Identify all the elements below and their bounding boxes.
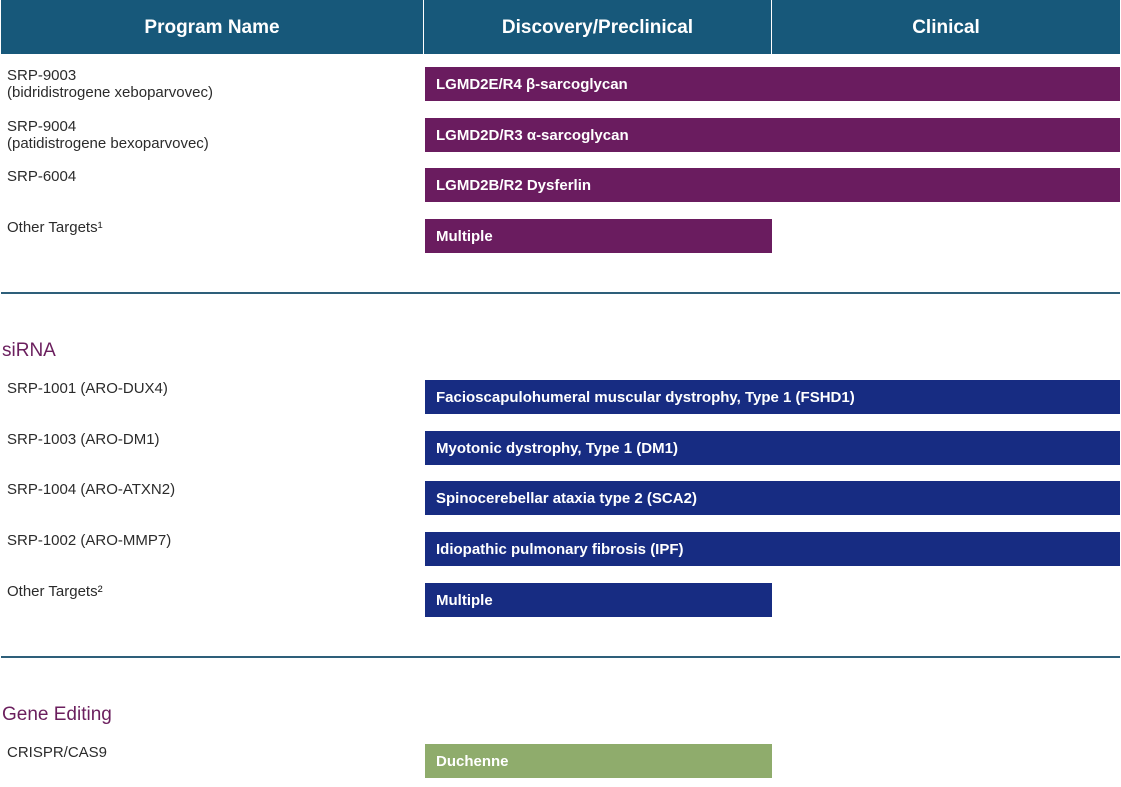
section-title-gene-editing: Gene Editing <box>2 704 112 725</box>
pipeline-bar: Multiple <box>425 219 772 253</box>
program-name: Other Targets² <box>7 583 103 600</box>
program-label: SRP-9003 (bidridistrogene xeboparvovec) <box>7 67 213 101</box>
pipeline-bar: LGMD2D/R3 α-sarcoglycan <box>425 118 1120 152</box>
pipeline-bar: Idiopathic pulmonary fibrosis (IPF) <box>425 532 1120 566</box>
header-program-name: Program Name <box>144 17 280 38</box>
pipeline-bar: Facioscapulohumeral muscular dystrophy, … <box>425 380 1120 414</box>
program-label: Other Targets² <box>7 583 103 600</box>
pipeline-bar: Multiple <box>425 583 772 617</box>
program-name: SRP-1001 (ARO-DUX4) <box>7 380 168 397</box>
section-title-sirna: siRNA <box>2 340 56 361</box>
pipeline-bar: Spinocerebellar ataxia type 2 (SCA2) <box>425 481 1120 515</box>
header-clinical: Clinical <box>912 17 980 38</box>
program-name: SRP-9003 <box>7 67 77 84</box>
program-label: SRP-1004 (ARO-ATXN2) <box>7 481 175 498</box>
program-label: SRP-9004 (patidistrogene bexoparvovec) <box>7 118 209 152</box>
program-label: CRISPR/CAS9 <box>7 744 107 761</box>
pipeline-bar: LGMD2E/R4 β-sarcoglycan <box>425 67 1120 101</box>
program-name: SRP-1004 (ARO-ATXN2) <box>7 481 176 498</box>
program-name: SRP-6004 <box>7 168 77 185</box>
header-divider <box>771 0 772 54</box>
program-name: SRP-1003 (ARO-DM1) <box>7 431 160 448</box>
program-label: SRP-1003 (ARO-DM1) <box>7 431 160 448</box>
program-name: Other Targets¹ <box>7 219 103 236</box>
pipeline-bar: Myotonic dystrophy, Type 1 (DM1) <box>425 431 1120 465</box>
section-divider <box>1 656 1120 658</box>
pipeline-bar: LGMD2B/R2 Dysferlin <box>425 168 1120 202</box>
program-name: SRP-1002 (ARO-MMP7) <box>7 532 172 549</box>
program-subname: (bidridistrogene xeboparvovec) <box>7 84 213 101</box>
program-label: SRP-1001 (ARO-DUX4) <box>7 380 168 397</box>
program-label: SRP-6004 <box>7 168 76 185</box>
section-divider <box>1 292 1120 294</box>
program-subname: (patidistrogene bexoparvovec) <box>7 135 209 152</box>
pipeline-bar: Duchenne <box>425 744 772 778</box>
program-name: CRISPR/CAS9 <box>7 744 108 761</box>
program-label: SRP-1002 (ARO-MMP7) <box>7 532 171 549</box>
header-discovery: Discovery/Preclinical <box>501 17 694 38</box>
pipeline-header: Program Name Discovery/Preclinical Clini… <box>1 0 1120 54</box>
header-divider <box>423 0 424 54</box>
program-label: Other Targets¹ <box>7 219 103 236</box>
program-name: SRP-9004 <box>7 118 77 135</box>
